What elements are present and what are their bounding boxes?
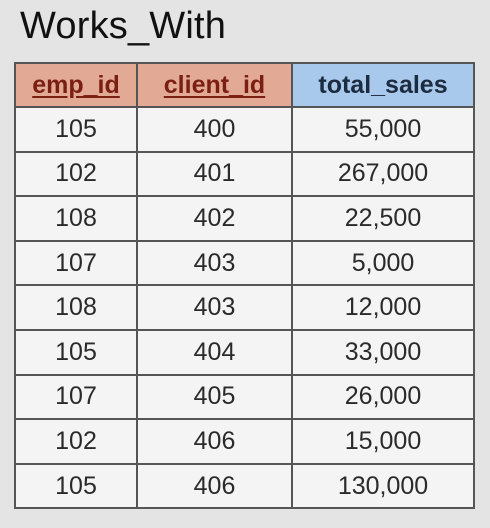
table-row: 108 402 22,500 — [14, 195, 475, 242]
cell-emp-id: 107 — [14, 239, 138, 287]
cell-total-sales: 26,000 — [291, 373, 475, 421]
cell-total-sales: 22,500 — [291, 195, 475, 242]
cell-client-id: 402 — [136, 195, 293, 242]
column-header-client-id: client_id — [136, 62, 293, 108]
cell-client-id: 406 — [136, 462, 293, 510]
table-row: 107 403 5,000 — [14, 239, 475, 287]
cell-emp-id: 102 — [14, 418, 138, 465]
cell-client-id: 404 — [136, 328, 293, 376]
cell-client-id: 400 — [136, 106, 293, 153]
table-row: 105 400 55,000 — [14, 106, 475, 153]
table-row: 105 406 130,000 — [14, 462, 475, 510]
table-title: Works_With — [20, 5, 227, 47]
header-row: emp_id client_id total_sales — [14, 62, 475, 108]
cell-emp-id: 102 — [14, 150, 138, 198]
cell-client-id: 403 — [136, 239, 293, 287]
cell-client-id: 406 — [136, 418, 293, 465]
table-row: 107 405 26,000 — [14, 373, 475, 421]
cell-total-sales: 15,000 — [291, 418, 475, 465]
column-header-emp-id: emp_id — [14, 62, 138, 108]
works-with-table: emp_id client_id total_sales 105 400 55,… — [14, 62, 475, 510]
table-row: 102 406 15,000 — [14, 418, 475, 465]
cell-client-id: 403 — [136, 284, 293, 331]
cell-total-sales: 5,000 — [291, 239, 475, 287]
cell-total-sales: 55,000 — [291, 106, 475, 153]
cell-total-sales: 130,000 — [291, 462, 475, 510]
table-row: 108 403 12,000 — [14, 284, 475, 331]
cell-client-id: 405 — [136, 373, 293, 421]
cell-total-sales: 267,000 — [291, 150, 475, 198]
cell-client-id: 401 — [136, 150, 293, 198]
cell-emp-id: 105 — [14, 328, 138, 376]
cell-emp-id: 105 — [14, 106, 138, 153]
cell-emp-id: 105 — [14, 462, 138, 510]
table-row: 105 404 33,000 — [14, 328, 475, 376]
cell-emp-id: 108 — [14, 195, 138, 242]
table-row: 102 401 267,000 — [14, 150, 475, 198]
cell-emp-id: 107 — [14, 373, 138, 421]
column-header-total-sales: total_sales — [291, 62, 475, 108]
cell-emp-id: 108 — [14, 284, 138, 331]
cell-total-sales: 33,000 — [291, 328, 475, 376]
cell-total-sales: 12,000 — [291, 284, 475, 331]
